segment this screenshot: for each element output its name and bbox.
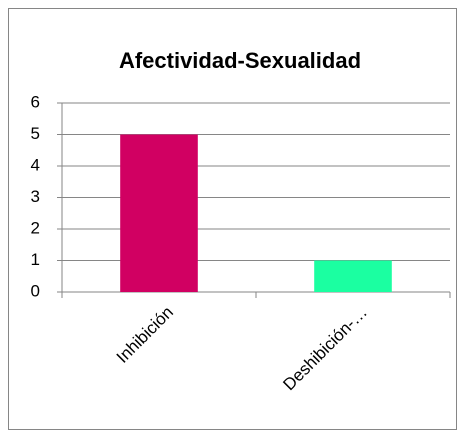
y-tick-label: 5	[31, 124, 40, 143]
chart-title: Afectividad-Sexualidad	[119, 48, 361, 73]
y-tick-label: 2	[31, 218, 40, 237]
bar	[120, 134, 198, 292]
bar	[314, 260, 392, 292]
y-tick-label: 6	[31, 92, 40, 111]
y-tick-label: 4	[31, 155, 40, 174]
y-tick-label: 3	[31, 187, 40, 206]
chart-border	[8, 8, 457, 430]
y-tick-label: 0	[31, 281, 40, 300]
y-tick-label: 1	[31, 250, 40, 269]
